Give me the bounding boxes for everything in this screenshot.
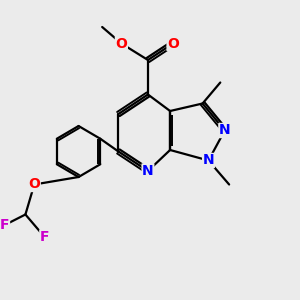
Text: O: O xyxy=(28,178,40,191)
Text: F: F xyxy=(40,230,50,244)
Text: O: O xyxy=(116,37,127,50)
Text: N: N xyxy=(142,164,154,178)
Text: N: N xyxy=(219,124,230,137)
Text: O: O xyxy=(167,37,179,50)
Text: N: N xyxy=(203,154,214,167)
Text: F: F xyxy=(0,218,10,232)
